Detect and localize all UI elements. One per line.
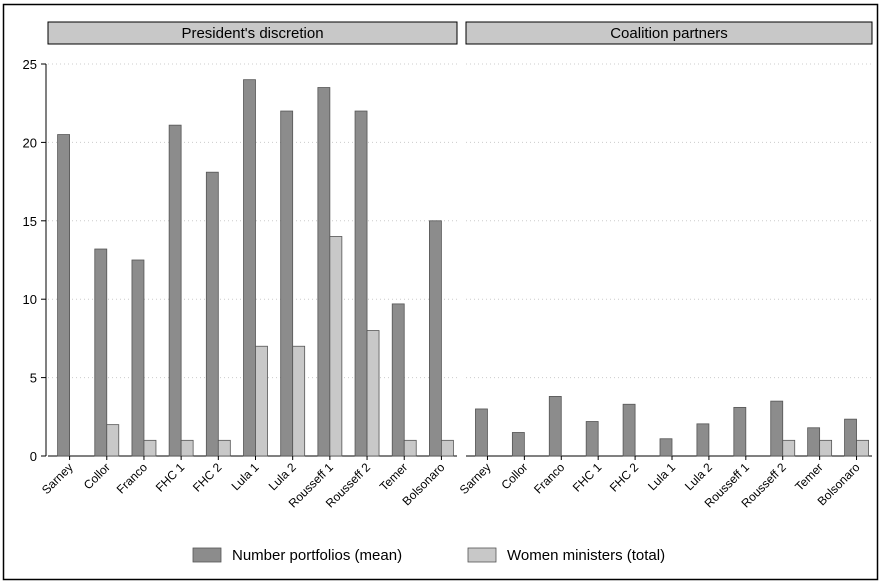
bar-women [403,439,417,457]
bar-women [143,439,157,457]
bar-portfolios [696,423,710,457]
bar-women [819,439,833,457]
bar-portfolios [205,171,219,457]
bar-women [366,330,380,457]
y-tick-label: 20 [23,135,37,150]
bar-women [292,345,306,457]
bar-women [782,439,796,457]
y-tick-label: 5 [30,371,37,386]
bar-portfolios [168,124,182,457]
bar-portfolios [511,432,525,457]
bar-portfolios [733,406,747,457]
bar-portfolios [243,79,256,457]
bar-women [217,439,231,457]
panel-header [47,21,458,45]
bar-portfolios [622,403,636,457]
panel-title: Coalition partners [610,25,728,42]
bar-portfolios [659,438,673,457]
bar-portfolios [807,427,821,457]
bar-women [856,439,869,457]
y-tick-label: 10 [23,292,37,307]
bar-women [255,345,268,457]
bar-portfolios [57,134,70,457]
bar-portfolios [844,418,857,457]
bar-portfolios [317,87,331,457]
legend-swatch [467,547,497,563]
y-tick-label: 25 [23,57,37,72]
y-tick-label: 15 [23,214,37,229]
bar-portfolios [354,110,368,457]
legend-label: Women ministers (total) [507,547,665,564]
panel-header [465,21,873,45]
bar-portfolios [475,408,488,457]
bar-women [180,439,194,457]
bar-portfolios [770,400,784,457]
bar-portfolios [585,421,599,457]
bar-portfolios [391,303,405,457]
panel-title: President's discretion [181,25,323,42]
bar-portfolios [131,259,145,457]
y-tick-label: 0 [30,449,37,464]
bar-women [441,439,454,457]
legend-swatch [192,547,222,563]
bar-portfolios [94,248,108,457]
bar-portfolios [429,220,442,457]
bar-women [106,424,120,457]
bar-portfolios [280,110,294,457]
legend-label: Number portfolios (mean) [232,547,402,564]
bar-portfolios [548,396,562,457]
bar-women [329,236,343,457]
